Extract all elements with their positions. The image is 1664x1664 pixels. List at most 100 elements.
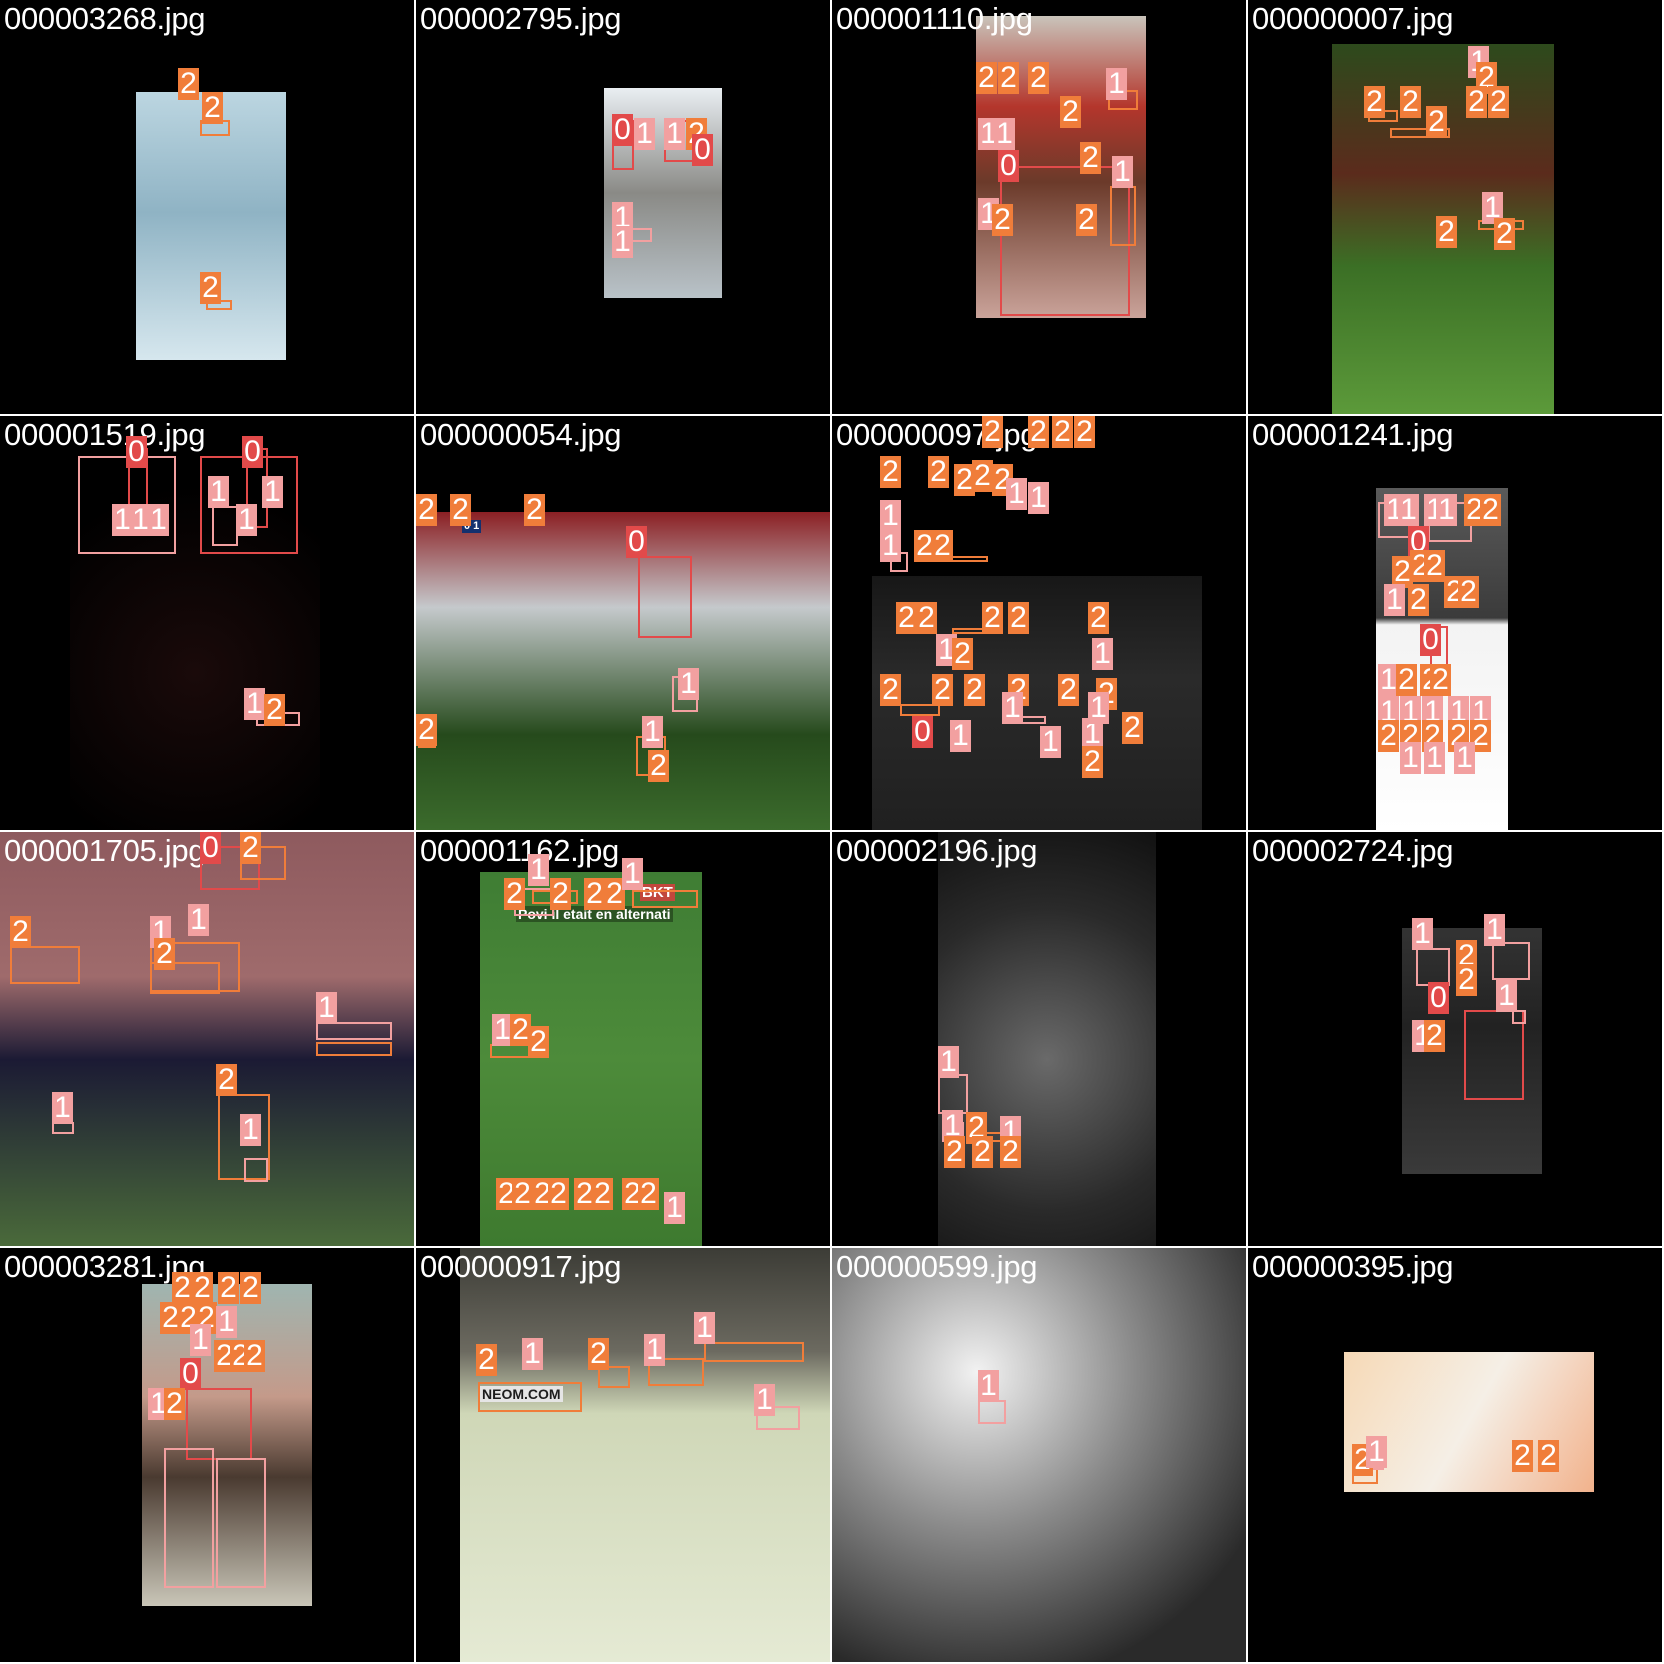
- detection-box-class-0: [638, 556, 692, 638]
- class-label-1: 1: [1484, 914, 1505, 946]
- class-label-1: 1: [644, 1334, 665, 1366]
- class-label-1: 1: [664, 1192, 685, 1224]
- class-label-1: 1: [148, 1388, 169, 1420]
- class-label-2: 2: [548, 1178, 569, 1210]
- class-label-2: 2: [964, 674, 985, 706]
- class-label-2: 2: [1058, 674, 1079, 706]
- detection-box-class-1: [216, 1458, 266, 1588]
- detection-box-class-2: [900, 704, 940, 716]
- detection-box-class-1: [164, 1448, 214, 1588]
- class-label-2: 2: [976, 62, 997, 94]
- class-label-2: 2: [1122, 712, 1143, 744]
- class-label-2: 2: [202, 92, 223, 124]
- tile-filename: 000000917.jpg: [420, 1249, 622, 1284]
- mosaic-tile: 000001519.jpg 0 0 1 1 1 1 1 1 1 2: [0, 416, 414, 830]
- class-label-2: 2: [928, 456, 949, 488]
- class-label-2: 2: [496, 1178, 517, 1210]
- class-label-2: 2: [528, 1026, 549, 1058]
- class-label-1: 1: [950, 720, 971, 752]
- class-label-2: 2: [416, 494, 437, 526]
- tile-photo: [416, 512, 830, 830]
- mosaic-tile: 000003268.jpg 2 2 2: [0, 0, 414, 414]
- class-label-1: 1: [1398, 494, 1419, 526]
- class-label-1: 1: [190, 1324, 211, 1356]
- class-label-1: 1: [1006, 478, 1027, 510]
- mosaic-tile: 000000007.jpg2212222122: [1248, 0, 1662, 414]
- class-label-1: 1: [1002, 692, 1023, 724]
- class-label-0: 0: [180, 1358, 201, 1390]
- mosaic-tile: 000000599.jpg 1: [832, 1248, 1246, 1662]
- class-label-1: 1: [664, 118, 685, 150]
- class-label-1: 1: [1412, 918, 1433, 950]
- class-label-2: 2: [982, 602, 1003, 634]
- class-label-1: 1: [1366, 1436, 1387, 1468]
- class-label-2: 2: [896, 602, 917, 634]
- class-label-2: 2: [160, 1302, 181, 1334]
- tile-filename: 000000054.jpg: [420, 417, 622, 452]
- class-label-2: 2: [1456, 964, 1477, 996]
- class-label-2: 2: [550, 878, 571, 910]
- mosaic-tile: 000000917.jpg 2 1 2 1 1 1 NEOM.COM: [416, 1248, 830, 1662]
- class-label-2: 2: [1088, 602, 1109, 634]
- class-label-2: 2: [1028, 62, 1049, 94]
- detection-box-class-0: [200, 846, 260, 890]
- tile-filename: 000000395.jpg: [1252, 1249, 1454, 1284]
- detection-box-class-1: [938, 1074, 968, 1114]
- neom-ad: NEOM.COM: [480, 1386, 563, 1402]
- class-label-1: 1: [994, 118, 1015, 150]
- mosaic-tile: 000001241.jpg111122022222120122211111222…: [1248, 416, 1662, 830]
- class-label-2: 2: [1080, 142, 1101, 174]
- mosaic-tile: 000000097.jpg 2 2 2 2 2 2 2 2 2 1 1 1 1 2 2 2 2 2 2 2 1 2 2 2 2 2 2…: [832, 416, 1246, 830]
- class-label-2: 2: [240, 832, 261, 864]
- detection-box-class-1: [1512, 1010, 1526, 1024]
- class-label-2: 2: [532, 1178, 553, 1210]
- mosaic-tile: 000001110.jpg 2 2 2 1 2 1 1 0 2 1 1 2 2: [832, 0, 1246, 414]
- class-label-0: 0: [126, 436, 147, 468]
- class-label-1: 1: [244, 688, 265, 720]
- class-label-1: 1: [130, 504, 151, 536]
- tile-filename: 000001519.jpg: [4, 417, 206, 452]
- class-label-0: 0: [998, 150, 1019, 182]
- class-label-2: 2: [1480, 494, 1501, 526]
- class-label-2: 2: [916, 602, 937, 634]
- class-label-1: 1: [240, 1114, 261, 1146]
- class-label-2: 2: [216, 1064, 237, 1096]
- detection-box-class-2: [704, 1342, 804, 1362]
- tile-filename: 000001241.jpg: [1252, 417, 1454, 452]
- class-label-1: 1: [642, 716, 663, 748]
- class-label-2: 2: [588, 1338, 609, 1370]
- class-label-1: 1: [880, 500, 901, 532]
- class-label-1: 1: [1028, 482, 1049, 514]
- class-label-2: 2: [1392, 556, 1413, 588]
- class-label-2: 2: [504, 878, 525, 910]
- mosaic-tile: 000003281.jpg 2 2 2 2 2 2 2 1 1 2 2 2 0 1 2: [0, 1248, 414, 1662]
- mosaic-tile: 000001705.jpg 0 2 2 1 1 2 1 1 2 1: [0, 832, 414, 1246]
- class-label-1: 1: [1454, 742, 1475, 774]
- tile-filename: 000000599.jpg: [836, 1249, 1038, 1284]
- detection-box-class-1: [756, 1406, 800, 1430]
- class-label-2: 2: [1060, 96, 1081, 128]
- class-label-2: 2: [1364, 86, 1385, 118]
- class-label-2: 2: [1488, 86, 1509, 118]
- class-label-2: 2: [954, 464, 975, 496]
- class-label-2: 2: [1408, 584, 1429, 616]
- class-label-2: 2: [154, 938, 175, 970]
- class-label-2: 2: [998, 62, 1019, 94]
- class-label-2: 2: [1082, 746, 1103, 778]
- detection-box-class-2: [1110, 186, 1136, 246]
- mosaic-tile: 000002795.jpg0112011: [416, 0, 830, 414]
- detection-box-class-2: [1390, 128, 1450, 138]
- mosaic-tile: 000000054.jpg 2 2 2 0 1 1 2 2 0 1: [416, 416, 830, 830]
- class-label-2: 2: [416, 714, 437, 746]
- class-label-1: 1: [236, 504, 257, 536]
- class-label-1: 1: [1088, 692, 1109, 724]
- class-label-1: 1: [262, 476, 283, 508]
- class-label-2: 2: [638, 1178, 659, 1210]
- class-label-2: 2: [1494, 218, 1515, 250]
- class-label-0: 0: [912, 716, 933, 748]
- class-label-1: 1: [216, 1306, 237, 1338]
- detection-box-class-2: [478, 1382, 582, 1412]
- detection-box-class-2: [316, 1042, 392, 1056]
- class-label-1: 1: [978, 118, 999, 150]
